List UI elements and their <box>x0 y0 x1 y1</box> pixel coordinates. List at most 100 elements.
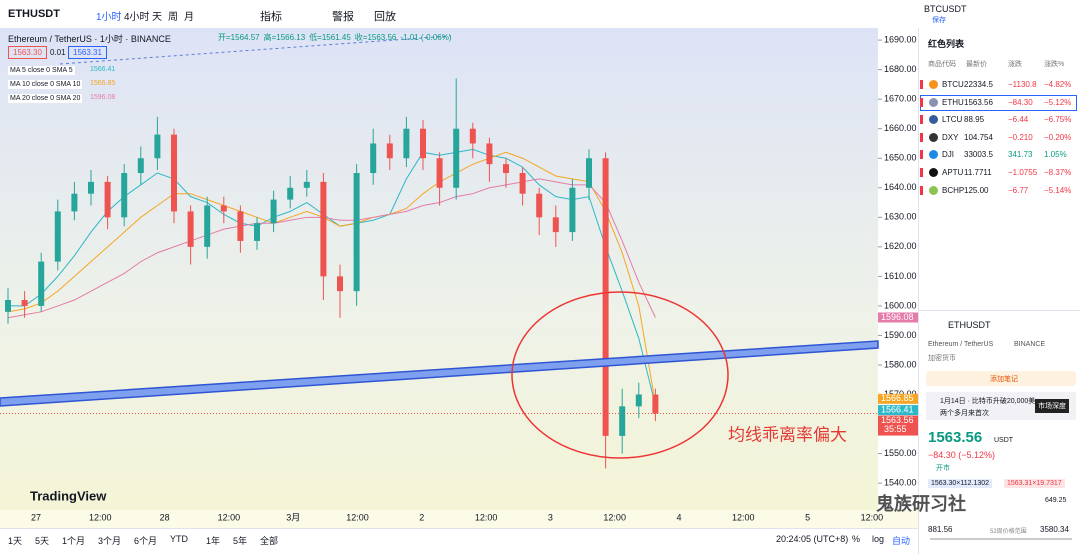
indicators[interactable]: 指标 <box>260 11 282 23</box>
clock: 20:24:05 (UTC+8) <box>776 534 849 544</box>
ma-line <box>7 151 656 404</box>
interval[interactable]: 天 <box>152 12 162 23</box>
column-header[interactable]: 涨跌 <box>1008 61 1022 68</box>
ohlc-value: -1.01 (-0.06%) <box>400 33 452 42</box>
column-header[interactable]: 商品代码 <box>928 61 956 68</box>
last-price-label: 1563.56 <box>881 415 914 425</box>
dashed-trend <box>59 35 451 65</box>
auto[interactable]: 自动 <box>892 536 911 546</box>
cell[interactable]: −6.44 <box>1008 115 1029 125</box>
add-note[interactable]: 添加笔记 <box>990 376 1018 383</box>
column-header[interactable]: 涨跌% <box>1044 61 1065 68</box>
x-tick-label: 3 <box>548 512 553 522</box>
candle-body <box>104 181 111 218</box>
depth[interactable]: 市场深度 <box>1035 399 1069 413</box>
cell[interactable]: 341.73 <box>1008 150 1033 160</box>
candle-body <box>370 143 377 174</box>
cell[interactable]: −1.0755 <box>1008 168 1038 177</box>
cell[interactable]: APTU <box>942 168 964 177</box>
range-button[interactable]: 全部 <box>260 536 279 546</box>
cell[interactable]: 33003.5 <box>964 150 993 160</box>
range-button[interactable]: 1年 <box>206 536 221 546</box>
cell[interactable]: 88.95 <box>964 115 985 125</box>
alerts[interactable]: 警报 <box>332 11 354 23</box>
symbol[interactable]: ETHUSDT <box>8 8 60 20</box>
ask: 1563.31×19.7317 <box>1004 479 1065 488</box>
candle-body <box>635 394 642 407</box>
cell[interactable]: −0.20% <box>1044 132 1072 142</box>
range-button[interactable]: 5年 <box>233 536 248 546</box>
cell[interactable]: 1563.56 <box>964 97 993 107</box>
flag <box>920 150 923 160</box>
replay[interactable]: 回放 <box>374 11 396 23</box>
candle-body <box>71 193 78 212</box>
cell[interactable]: 11.7711 <box>964 168 992 177</box>
partial: 649.25 <box>1045 497 1067 504</box>
interval[interactable]: 周 <box>168 12 178 23</box>
cell[interactable]: DXY <box>942 132 959 142</box>
cell[interactable]: −6.77 <box>1008 185 1029 195</box>
ma-legend-name: MA 10 close 0 SMA 10 <box>8 80 83 89</box>
interval[interactable]: 1小时 <box>96 12 122 23</box>
range-button[interactable]: YTD <box>170 534 188 544</box>
candle-body <box>254 223 260 241</box>
y-tick-label: 1630.00 <box>884 212 917 222</box>
spread: 0.01 <box>50 48 66 57</box>
x-tick-label: 12:00 <box>218 512 241 522</box>
cell[interactable]: −1130.8 <box>1008 80 1037 89</box>
x-tick-label: 12:00 <box>732 512 755 522</box>
add-note-bg[interactable] <box>926 371 1076 386</box>
news2[interactable]: 两个多月来首次 <box>940 410 989 417</box>
candle-body <box>38 261 45 306</box>
cell[interactable]: ETHU <box>942 97 964 107</box>
cell[interactable]: −6.75% <box>1044 115 1072 125</box>
ma-line <box>7 178 656 319</box>
column-header[interactable]: 最新价 <box>966 61 987 68</box>
log[interactable]: log <box>872 534 885 544</box>
detail-category: 加密货币 <box>928 355 956 362</box>
cell[interactable]: −5.14% <box>1044 185 1072 195</box>
candle-body <box>21 300 28 306</box>
icon <box>929 97 938 107</box>
cell[interactable]: −8.37% <box>1044 168 1072 177</box>
icon <box>929 168 938 177</box>
interval[interactable]: 月 <box>184 12 194 23</box>
cell[interactable]: BCHP <box>942 185 965 195</box>
candle-body <box>469 128 476 144</box>
news[interactable]: 1月14日 · 比特币升破20,000美 <box>940 398 1036 405</box>
interval[interactable]: 4小时 <box>124 12 150 23</box>
candle-body <box>137 158 144 174</box>
range-button[interactable]: 6个月 <box>134 536 158 546</box>
detail-change: −84.30 (−5.12%) <box>928 450 996 460</box>
right-symbol[interactable]: BTCUSDT <box>924 4 967 14</box>
cell[interactable]: DJI <box>942 150 954 160</box>
percent[interactable]: % <box>852 534 861 544</box>
candle-body <box>403 128 410 159</box>
cell[interactable]: 22334.5 <box>964 80 993 89</box>
sell-box[interactable]: 1563.30 <box>8 46 47 59</box>
candle-body <box>436 158 443 188</box>
cell[interactable]: −4.82% <box>1044 80 1072 89</box>
cell[interactable]: 104.754 <box>964 132 993 142</box>
buy-box[interactable]: 1563.31 <box>68 46 107 59</box>
price-badge-label: 1596.08 <box>881 312 914 322</box>
candle-body <box>5 300 11 312</box>
range-button[interactable]: 3个月 <box>98 536 122 546</box>
ohlc: 开=1564.57 高=1566.13 低=1561.45 收=1563.56 -1.0… <box>218 32 456 43</box>
cell[interactable]: −5.12% <box>1044 97 1072 107</box>
range-button[interactable]: 1天 <box>8 536 23 546</box>
cell[interactable]: LTCU <box>942 115 963 125</box>
candle-body <box>220 205 227 212</box>
cell[interactable]: −84.30 <box>1008 97 1033 107</box>
cell[interactable]: 125.00 <box>964 185 989 195</box>
range-button[interactable]: 5天 <box>35 536 50 546</box>
watchlist-title[interactable]: 红色列表 <box>928 39 965 49</box>
cell[interactable]: 1.05% <box>1044 150 1067 160</box>
price-badge-label: 1566.41 <box>881 404 914 414</box>
range-button[interactable]: 1个月 <box>62 536 86 546</box>
cell[interactable]: BTCU <box>942 80 964 89</box>
detail-price: 1563.56 <box>928 429 983 446</box>
cell[interactable]: −0.210 <box>1008 132 1033 142</box>
candle-body <box>237 211 244 241</box>
save[interactable]: 保存 <box>932 17 946 24</box>
